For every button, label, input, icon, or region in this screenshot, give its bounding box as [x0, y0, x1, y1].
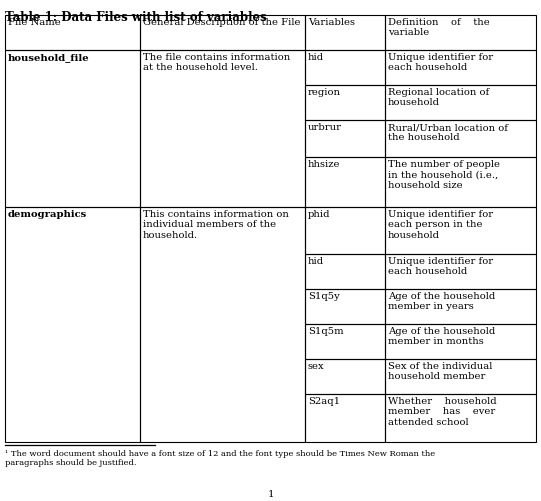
Text: hid: hid	[308, 257, 324, 266]
Text: Unique identifier for
each household: Unique identifier for each household	[388, 257, 493, 277]
Text: S2aq1: S2aq1	[308, 397, 340, 406]
Bar	[385, 394, 536, 442]
Bar	[140, 50, 305, 207]
Text: The number of people
in the household (i.e.,
household size: The number of people in the household (i…	[388, 160, 500, 190]
Text: sex: sex	[308, 362, 325, 371]
Text: The file contains information
at the household level.: The file contains information at the hou…	[143, 53, 291, 73]
Bar	[385, 254, 536, 289]
Bar	[385, 157, 536, 207]
Text: Unique identifier for
each person in the
household: Unique identifier for each person in the…	[388, 210, 493, 240]
Text: Age of the household
member in years: Age of the household member in years	[388, 292, 495, 312]
Bar	[385, 289, 536, 324]
Text: General Description of the File: General Description of the File	[143, 18, 300, 27]
Text: household_file: household_file	[8, 53, 90, 62]
Bar	[305, 50, 385, 85]
Text: S1q5m: S1q5m	[308, 327, 344, 336]
Bar	[305, 15, 385, 50]
Bar	[5, 50, 140, 207]
Text: region: region	[308, 88, 341, 97]
Bar	[5, 207, 140, 442]
Text: Unique identifier for
each household: Unique identifier for each household	[388, 53, 493, 73]
Text: ¹ The word document should have a font size of 12 and the font type should be Ti: ¹ The word document should have a font s…	[5, 450, 435, 467]
Bar	[5, 15, 140, 50]
Bar	[305, 359, 385, 394]
Text: phid: phid	[308, 210, 331, 219]
Text: Table 1: Data Files with list of variables: Table 1: Data Files with list of variabl…	[5, 11, 267, 24]
Bar	[385, 324, 536, 359]
Text: urbrur: urbrur	[308, 123, 342, 132]
Text: hhsize: hhsize	[308, 160, 340, 169]
Bar	[385, 50, 536, 85]
Bar	[305, 324, 385, 359]
Text: Age of the household
member in months: Age of the household member in months	[388, 327, 495, 346]
Text: hid: hid	[308, 53, 324, 62]
Bar	[140, 207, 305, 442]
Text: 1: 1	[267, 490, 274, 499]
Bar	[385, 120, 536, 157]
Bar	[305, 289, 385, 324]
Bar	[140, 15, 305, 50]
Bar	[305, 85, 385, 120]
Text: Variables: Variables	[308, 18, 355, 27]
Text: File Name: File Name	[8, 18, 61, 27]
Bar	[385, 15, 536, 50]
Text: Regional location of
household: Regional location of household	[388, 88, 489, 107]
Bar	[305, 207, 385, 254]
Bar	[385, 85, 536, 120]
Bar	[305, 394, 385, 442]
Bar	[385, 207, 536, 254]
Bar	[305, 254, 385, 289]
Text: Rural/Urban location of
the household: Rural/Urban location of the household	[388, 123, 508, 142]
Text: Sex of the individual
household member: Sex of the individual household member	[388, 362, 492, 381]
Text: This contains information on
individual members of the
household.: This contains information on individual …	[143, 210, 289, 240]
Text: demographics: demographics	[8, 210, 87, 219]
Text: Definition    of    the
variable: Definition of the variable	[388, 18, 490, 38]
Bar	[385, 359, 536, 394]
Bar	[305, 120, 385, 157]
Bar	[305, 157, 385, 207]
Text: Whether    household
member    has    ever
attended school: Whether household member has ever attend…	[388, 397, 497, 427]
Text: S1q5y: S1q5y	[308, 292, 340, 301]
